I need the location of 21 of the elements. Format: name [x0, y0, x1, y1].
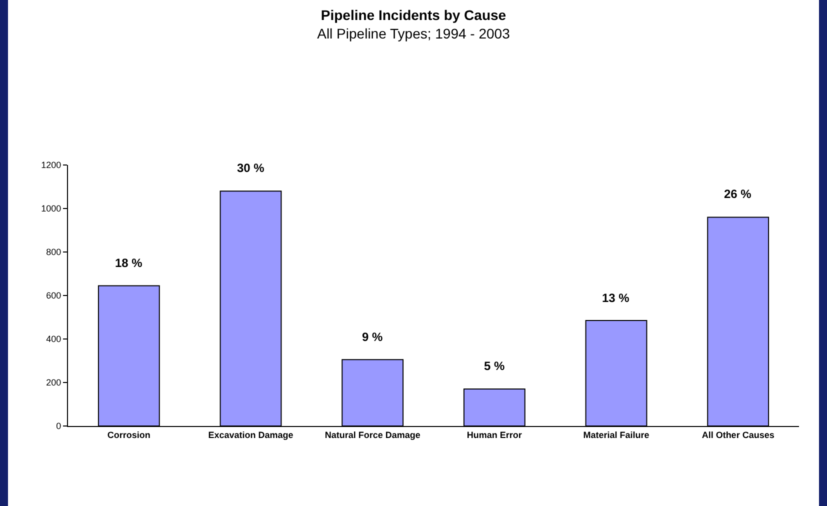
y-tick-label: 1200: [41, 160, 62, 170]
x-tick-label: Material Failure: [583, 430, 650, 440]
annotation: 26 %: [724, 187, 752, 201]
chart-title: Pipeline Incidents by Cause: [320, 7, 506, 24]
y-tick-label: 0: [56, 421, 62, 432]
y-tick-label: 600: [46, 290, 62, 301]
y-tick-label: 800: [46, 247, 62, 258]
y-tick-label: 1000: [41, 204, 62, 214]
annotation: 18 %: [115, 256, 143, 270]
y-tick-label: 200: [46, 378, 62, 388]
annotation: 13 %: [602, 291, 630, 305]
annotation: 9 %: [362, 330, 384, 344]
x-tick-label: Natural Force Damage: [324, 430, 420, 440]
x-tick-label: Human Error: [466, 430, 522, 440]
chart-subtitle: All Pipeline Types; 1994 - 2003: [317, 25, 510, 42]
x-tick-label: Excavation Damage: [208, 430, 294, 440]
annotation: 5 %: [484, 359, 506, 373]
x-tick-label: All Other Causes: [702, 430, 774, 440]
annotation: 30 %: [237, 161, 265, 175]
y-tick-label: 400: [46, 334, 62, 344]
x-tick-label: Corrosion: [107, 430, 150, 440]
